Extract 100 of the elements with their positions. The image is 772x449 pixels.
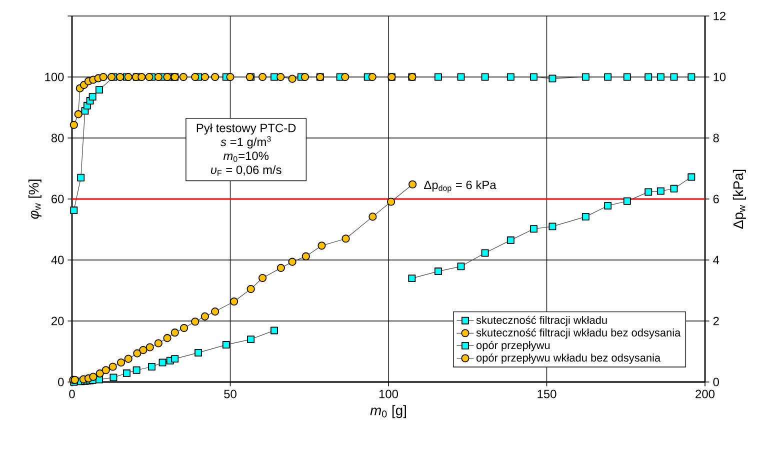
point	[133, 349, 142, 358]
point	[300, 72, 309, 82]
point	[481, 249, 489, 257]
y2-tick-label: 4	[713, 256, 720, 264]
point	[688, 173, 696, 181]
point	[530, 73, 538, 81]
point	[582, 73, 590, 81]
point	[230, 297, 238, 306]
point	[688, 73, 696, 81]
y2-tick-label: 10	[714, 72, 726, 82]
x-axis-title: m$_{0}$ [g]	[370, 405, 406, 418]
point	[288, 74, 296, 83]
point	[582, 212, 590, 220]
point	[226, 72, 234, 82]
point	[96, 369, 104, 378]
point	[368, 212, 377, 221]
y2-tick-label: 0	[713, 378, 719, 386]
point	[180, 324, 188, 332]
point	[158, 358, 166, 366]
point	[74, 110, 82, 118]
point	[110, 374, 118, 382]
point	[95, 86, 103, 94]
point	[191, 72, 200, 82]
point	[163, 72, 172, 82]
point	[211, 308, 220, 316]
point	[548, 74, 556, 82]
annotation: m$_{0}$=10%	[223, 152, 269, 162]
x-tick-label: 150	[538, 390, 556, 398]
point	[170, 328, 179, 337]
point	[247, 336, 255, 344]
point	[434, 268, 442, 276]
point	[88, 93, 96, 101]
point	[123, 369, 130, 377]
point	[108, 362, 117, 371]
point	[270, 326, 278, 334]
point	[318, 242, 326, 250]
y-tick-label: 60	[52, 194, 64, 204]
point	[116, 72, 124, 82]
point	[457, 73, 465, 81]
y2-tick-label: 12	[714, 12, 726, 20]
point	[211, 72, 220, 82]
point	[258, 72, 267, 82]
point	[506, 73, 514, 81]
point	[139, 346, 148, 354]
legend-label: skuteczność filtracji wkładu	[476, 316, 607, 326]
y-tick-label: 20	[52, 316, 64, 326]
point	[200, 72, 209, 82]
point	[99, 72, 108, 82]
point	[604, 73, 612, 81]
point	[200, 312, 209, 320]
point	[154, 72, 162, 82]
point	[138, 72, 146, 82]
point	[408, 180, 417, 188]
x-tick-label: 100	[379, 390, 398, 398]
point	[70, 120, 78, 129]
point	[77, 174, 85, 182]
point	[530, 225, 538, 233]
point	[457, 262, 465, 270]
point	[145, 72, 154, 82]
y2-axis-title: Δp$_{w}$ [kPa]	[732, 170, 746, 229]
point	[276, 264, 285, 272]
point	[148, 363, 156, 370]
y-tick-label: 40	[51, 256, 64, 264]
point	[102, 366, 110, 374]
point	[656, 73, 664, 81]
point	[163, 334, 172, 342]
point	[644, 73, 652, 81]
point	[276, 72, 285, 82]
annotation: υ$_{F}$ = 0,06 m/s	[210, 165, 282, 176]
point	[222, 341, 230, 349]
point	[171, 355, 179, 363]
point	[408, 274, 416, 282]
ref-line-label: Δp$_{dop}$ = 6 kPa	[424, 180, 496, 192]
point	[191, 318, 200, 326]
y2-tick-label: 8	[713, 134, 719, 142]
annotation: Pył testowy PTC-D	[196, 123, 296, 135]
point	[623, 73, 631, 81]
y2-tick-label: 6	[713, 194, 719, 204]
x-tick-label: 0	[69, 390, 75, 398]
point	[154, 339, 162, 348]
point	[368, 72, 376, 82]
point	[302, 252, 310, 260]
y-tick-label: 80	[51, 134, 64, 142]
point	[124, 354, 132, 363]
x-tick-label: 50	[224, 390, 236, 398]
y-tick-label: 100	[45, 72, 64, 82]
point	[288, 258, 296, 266]
point	[194, 348, 202, 356]
point	[434, 73, 442, 81]
point	[132, 366, 140, 374]
point	[548, 222, 556, 230]
point	[481, 73, 489, 81]
y-tick-label: 0	[58, 378, 64, 386]
legend-label: opór przepływu	[476, 340, 550, 352]
point	[246, 284, 255, 294]
point	[89, 372, 98, 381]
point	[258, 274, 267, 282]
legend-label: skuteczność filtracji wkładu bez odsysania	[476, 328, 681, 339]
point	[117, 358, 126, 367]
annotation: s =1 g/m$^{3}$	[220, 136, 271, 149]
